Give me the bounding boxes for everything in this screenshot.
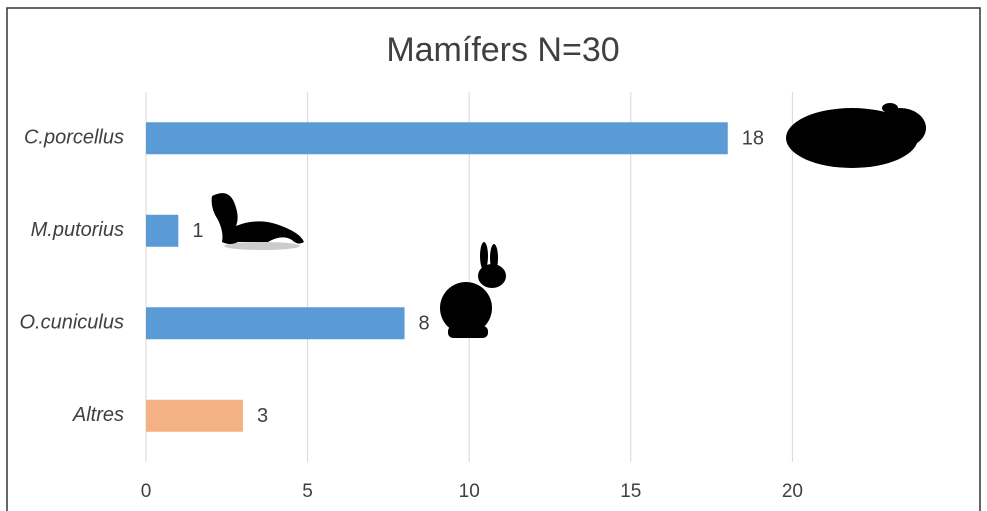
bar [146, 214, 179, 247]
x-tick-label: 15 [620, 481, 641, 502]
y-tick-label: C.porcellus [24, 127, 124, 149]
y-tick-label: O.cuniculus [20, 312, 125, 334]
bar [146, 122, 728, 155]
x-tick-label: 10 [459, 481, 480, 502]
bar [146, 399, 243, 432]
x-tick-label: 20 [782, 481, 803, 502]
value-label: 18 [742, 128, 764, 150]
x-tick-label: 0 [141, 481, 152, 502]
rabbit-icon [440, 242, 506, 338]
plot-area: 0 5 10 15 20 C.porcellus 18 M.putorius 1 O.cunicu… [20, 92, 803, 502]
value-label: 8 [419, 313, 430, 335]
chart-title: Mamífers N=30 [386, 31, 619, 69]
ferret-icon [211, 193, 304, 250]
bar [146, 307, 405, 340]
value-label: 1 [192, 220, 203, 242]
value-label: 3 [257, 405, 268, 427]
y-tick-label: M.putorius [31, 219, 124, 241]
guinea-pig-icon [786, 103, 926, 168]
x-tick-label: 5 [302, 481, 313, 502]
y-tick-label: Altres [72, 404, 124, 426]
